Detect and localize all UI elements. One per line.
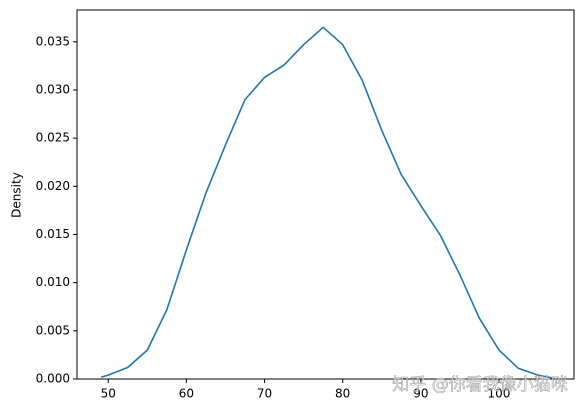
- plot-frame: [76, 9, 575, 380]
- y-tick-label: 0.020: [36, 179, 70, 193]
- x-tick-label: 50: [101, 387, 116, 401]
- x-tick-label: 70: [257, 387, 272, 401]
- y-tick-label: 0.035: [36, 34, 70, 48]
- x-tick-label: 60: [179, 387, 194, 401]
- watermark: 知乎 @你看我像小猫咪: [392, 375, 567, 395]
- x-tick-label: 80: [335, 387, 350, 401]
- y-tick-label: 0.025: [36, 131, 70, 145]
- y-tick-label: 0.010: [36, 275, 70, 289]
- y-tick-label: 0.005: [36, 323, 70, 337]
- y-axis-label: Density: [10, 172, 24, 218]
- x-tick-label: 90: [413, 387, 428, 401]
- y-tick-label: 0.030: [36, 82, 70, 96]
- y-tick-label: 0.015: [36, 227, 70, 241]
- y-tick-label: 0.000: [36, 372, 70, 386]
- x-tick-label: 100: [488, 387, 511, 401]
- density-line: [100, 26, 554, 379]
